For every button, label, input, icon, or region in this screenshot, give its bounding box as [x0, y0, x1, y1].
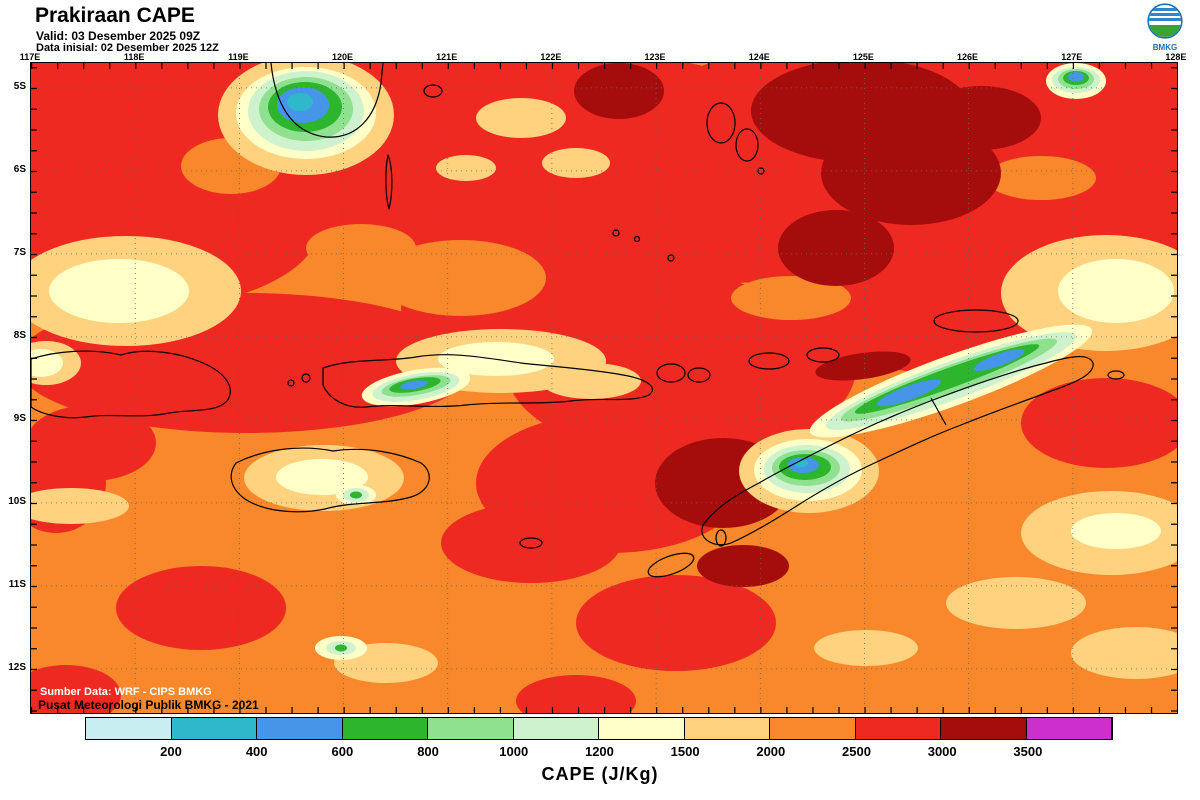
colorbar-segment — [770, 718, 856, 739]
island-sulawesi-arm — [270, 63, 384, 138]
lon-label: 125E — [852, 52, 874, 62]
colorbar-tick-label: 600 — [331, 744, 354, 759]
edge-ticks — [31, 63, 1177, 713]
colorbar-tick-label: 800 — [417, 744, 439, 759]
colorbar-segment — [428, 718, 514, 739]
island-alor-east — [806, 347, 840, 363]
colorbar-tick-labels: 200 400 600 800 1000 1200 1500 2000 2500 3000 3500 — [143, 744, 1056, 759]
colorbar-tick-label: 1200 — [584, 744, 614, 759]
cape-map-svg — [31, 63, 1177, 713]
lon-label: 122E — [540, 52, 562, 62]
lat-label: 10S — [8, 496, 26, 507]
island-wetar — [933, 309, 1019, 333]
lat-label: 12S — [8, 662, 26, 673]
colorbar-tick-label: 2000 — [756, 744, 786, 759]
colorbar-tick-label: 400 — [245, 744, 268, 759]
colorbar-segments — [85, 717, 1113, 740]
lat-label: 5S — [13, 81, 26, 92]
island-tiny-1 — [757, 167, 765, 175]
island-leti — [1107, 370, 1125, 380]
colorbar-segment — [257, 718, 343, 739]
island-rinca — [287, 379, 295, 387]
latitude-axis: 5S 6S 7S 8S 9S 10S 11S 12S — [2, 80, 26, 675]
lon-label: 121E — [436, 52, 458, 62]
lat-label: 9S — [13, 413, 26, 424]
colorbar-segment — [342, 718, 428, 739]
island-alor — [748, 352, 790, 370]
colorbar-segment — [513, 718, 599, 739]
data-source-line: Sumber Data: WRF - CIPS BMKG — [40, 686, 212, 698]
island-sumbawa — [31, 350, 231, 419]
colorbar — [85, 717, 1113, 740]
lon-label: 119E — [228, 52, 249, 62]
colorbar-tick-label: 200 — [160, 744, 182, 759]
island-lembata — [656, 363, 686, 383]
island-pantar — [687, 367, 711, 383]
lon-label: 123E — [644, 52, 666, 62]
island-flores — [322, 354, 653, 408]
lon-label: 126E — [957, 52, 979, 62]
colorbar-tick-label: 1500 — [670, 744, 700, 759]
island-timor — [701, 356, 1094, 546]
cape-shading-orange — [181, 138, 1096, 320]
lat-label: 8S — [13, 330, 26, 341]
lon-label: 127E — [1061, 52, 1083, 62]
lon-label: 118E — [123, 52, 145, 62]
cape-shading — [31, 63, 1177, 713]
longitude-axis: 117E 118E 119E 120E 121E 122E 123E 124E 125E 126E… — [15, 52, 1191, 62]
bmkg-logo: BMKG — [1142, 3, 1188, 52]
island-selayar — [385, 154, 393, 210]
page-title: Prakiraan CAPE — [35, 4, 195, 27]
island-small-1 — [423, 84, 443, 98]
island-sawu — [519, 537, 543, 549]
lon-label: 128E — [1165, 52, 1187, 62]
lat-label: 11S — [8, 579, 26, 590]
island-semau — [715, 529, 727, 547]
colorbar-tick-label: 2500 — [842, 744, 871, 759]
island-komodo — [301, 373, 311, 383]
graticule — [31, 63, 1177, 713]
colorbar-segment — [86, 718, 172, 739]
timor-border — [930, 397, 947, 426]
lon-label: 124E — [748, 52, 770, 62]
island-tiny-2 — [612, 229, 620, 237]
colorbar-tick-label: 3000 — [927, 744, 957, 759]
island-muna — [706, 102, 736, 144]
bmkg-logo-label: BMKG — [1152, 43, 1178, 52]
colorbar-segment — [599, 718, 685, 739]
bmkg-logo-icon — [1147, 3, 1183, 39]
colorbar-segment — [855, 718, 941, 739]
colorbar-tick-label: 1000 — [499, 744, 529, 759]
lat-label: 7S — [13, 247, 26, 258]
lat-label: 6S — [13, 164, 26, 175]
lon-label: 120E — [332, 52, 354, 62]
forecast-map: Sumber Data: WRF - CIPS BMKG Pusat Meteo… — [30, 62, 1178, 714]
colorbar-segment — [1026, 718, 1112, 739]
island-buton — [735, 128, 759, 162]
lon-label: 117E — [19, 52, 41, 62]
cape-shading-cyan — [287, 93, 808, 467]
island-tiny-4 — [667, 254, 675, 262]
island-sumba — [230, 447, 430, 513]
island-tiny-3 — [633, 235, 641, 243]
publisher-line: Pusat Meteorologi Publik BMKG - 2021 — [38, 698, 259, 712]
valid-time: Valid: 03 Desember 2025 09Z — [36, 29, 201, 43]
init-time: Data inisial: 02 Desember 2025 12Z — [36, 42, 219, 54]
colorbar-segment — [684, 718, 770, 739]
colorbar-segment — [171, 718, 257, 739]
colorbar-title: CAPE (J/Kg) — [541, 764, 659, 784]
colorbar-segment — [941, 718, 1027, 739]
colorbar-tick-label: 3500 — [1013, 744, 1043, 759]
island-rote — [647, 552, 695, 578]
coastlines — [31, 63, 1125, 578]
